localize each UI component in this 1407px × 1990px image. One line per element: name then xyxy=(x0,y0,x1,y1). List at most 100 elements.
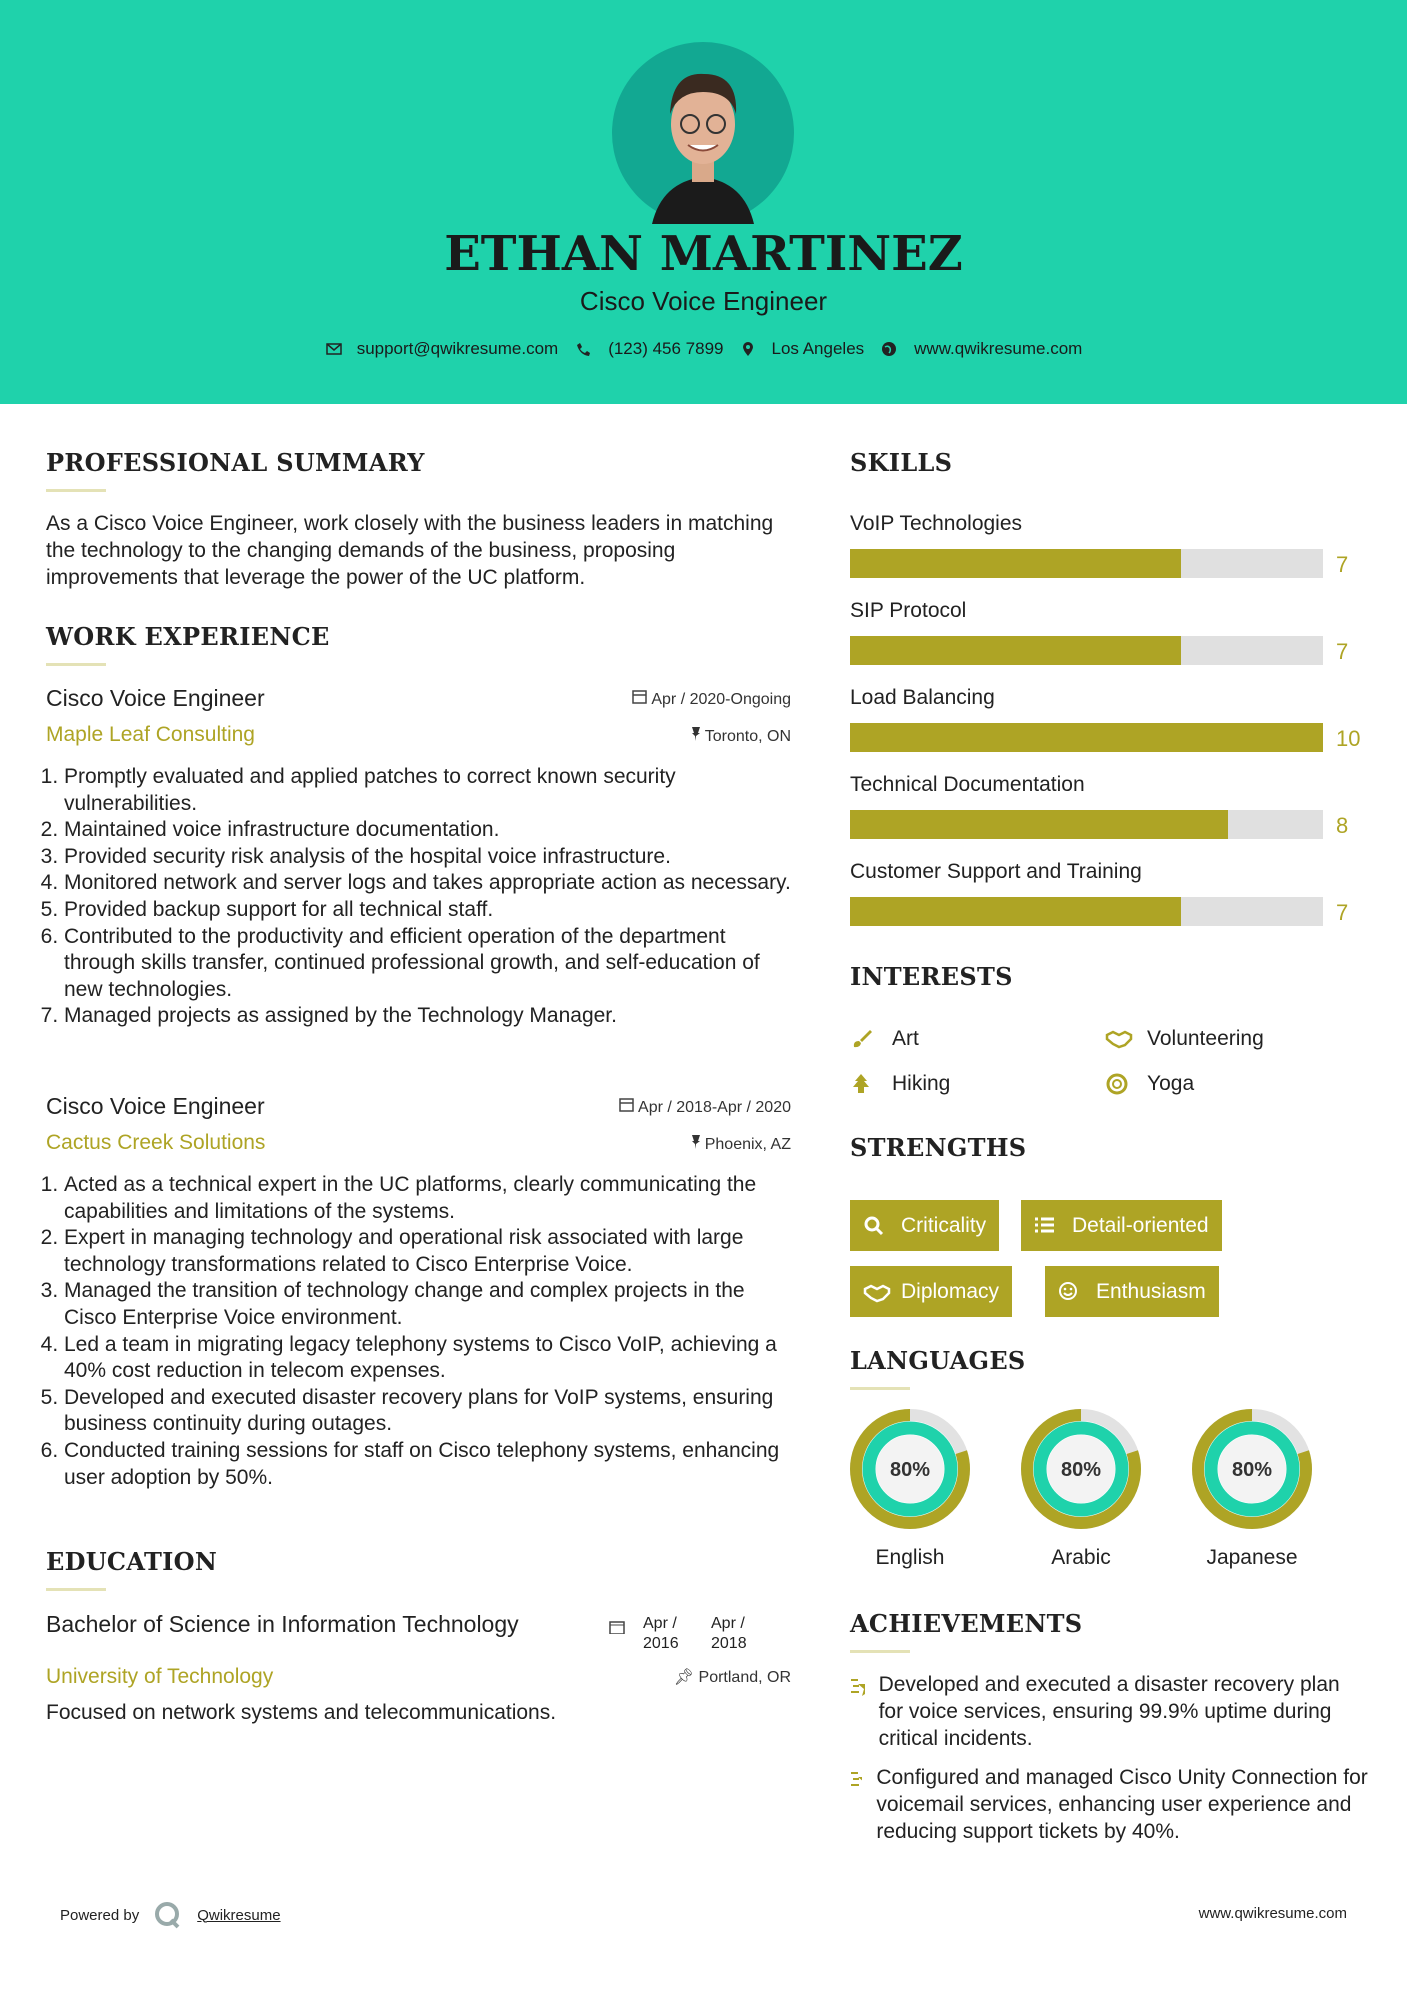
contact: support@qwikresume.com (123) 456 7899 Lo… xyxy=(0,338,1407,360)
icon-part xyxy=(1059,1281,1077,1300)
company: Maple Leaf Consulting xyxy=(46,723,255,746)
powered-by: Powered by xyxy=(60,1906,140,1924)
heading-underline xyxy=(850,1387,910,1390)
section-heading: ACHIEVEMENTS xyxy=(850,1609,1083,1638)
website: www.qwikresume.com xyxy=(914,339,1083,358)
company: Cactus Creek Solutions xyxy=(46,1131,266,1154)
icon-part xyxy=(691,1134,700,1149)
job-date: Apr / 2018-Apr / 2020 xyxy=(618,1096,791,1117)
achievement-icon xyxy=(851,1679,865,1696)
icon-part xyxy=(1063,1291,1073,1296)
duty-item: Monitored network and server logs and ta… xyxy=(64,870,791,897)
email: support@qwikresume.com xyxy=(356,339,559,358)
strength-tag: Diplomacy xyxy=(850,1266,1013,1317)
pin-icon xyxy=(691,726,700,741)
heading-underline xyxy=(46,1588,106,1591)
duty-list: Acted as a technical expert in the UC pl… xyxy=(46,1172,791,1491)
icon-part xyxy=(851,1679,859,1693)
strength-tag: Detail-oriented xyxy=(1021,1200,1222,1251)
skill-name: SIP Protocol xyxy=(850,599,967,622)
skill-name: Customer Support and Training xyxy=(850,860,1142,883)
icon-part xyxy=(577,343,591,356)
school: University of Technology xyxy=(46,1665,274,1688)
section-heading: EDUCATION xyxy=(46,1547,218,1576)
icon-part xyxy=(155,1902,180,1926)
strength-icon xyxy=(864,1216,884,1235)
date-text: Apr / 2018-Apr / 2020 xyxy=(638,1098,791,1116)
icon-part xyxy=(670,73,737,114)
location-text: Portland, OR xyxy=(698,1669,791,1686)
skill-name: Load Balancing xyxy=(850,686,995,709)
footer-left: Powered by Qwikresume xyxy=(60,1900,281,1930)
job: Cisco Voice Engineer Apr / 2018-Apr / 202… xyxy=(46,1091,791,1491)
skill-value: 7 xyxy=(1336,552,1349,577)
icon-part xyxy=(851,1772,859,1786)
strength-name: Detail-oriented xyxy=(1072,1213,1209,1237)
icon-part xyxy=(864,1216,880,1231)
icon-part xyxy=(1106,1073,1128,1095)
skill-value: 10 xyxy=(1336,726,1361,751)
job-row: Cisco Voice Engineer Apr / 2018-Apr / 202… xyxy=(46,1091,791,1121)
section-heading: WORK EXPERIENCE xyxy=(46,622,330,651)
calendar-icon xyxy=(632,689,648,704)
job-date: Apr / 2020-Ongoing xyxy=(631,688,791,709)
heading-underline xyxy=(46,489,106,492)
icon-part xyxy=(691,726,700,741)
heading-underline xyxy=(46,663,106,666)
icon-part xyxy=(1069,1287,1073,1290)
edu-text: Focused on network systems and telecommu… xyxy=(46,1701,557,1724)
icon-part xyxy=(745,345,750,349)
interest-icon xyxy=(1105,1030,1133,1049)
achievement: Configured and managed Cisco Unity Conne… xyxy=(850,1764,1370,1845)
photo xyxy=(612,42,794,224)
location-text: Toronto, ON xyxy=(704,727,791,745)
icon-part xyxy=(671,84,735,164)
icon-part xyxy=(874,1226,884,1235)
duty-item: Managed the transition of technology cha… xyxy=(64,1278,791,1331)
footer-website: www.qwikresume.com xyxy=(1198,1905,1347,1922)
icon-part xyxy=(632,689,648,704)
achievement: Developed and executed a disaster recove… xyxy=(850,1671,1370,1752)
icon-part xyxy=(1112,1079,1122,1089)
phone-icon xyxy=(577,343,591,356)
skill-name: VoIP Technologies xyxy=(850,512,1023,535)
icon-part xyxy=(169,1918,180,1929)
skill-bar xyxy=(850,549,1182,578)
skill-bar xyxy=(850,810,1229,839)
interest-icon xyxy=(853,1074,869,1093)
date-start: Apr / 2016 xyxy=(643,1615,679,1652)
date-end: Apr / 2018 xyxy=(711,1615,747,1652)
language-donut: 80% xyxy=(850,1409,970,1529)
web-icon xyxy=(882,342,897,356)
interest-name: Art xyxy=(892,1027,919,1050)
language-name: English xyxy=(875,1546,945,1569)
interest-name: Hiking xyxy=(892,1072,951,1095)
education: Bachelor of Science in Information Techn… xyxy=(46,1609,791,1726)
skill-value: 7 xyxy=(1336,639,1349,664)
phone: (123) 456 7899 xyxy=(608,339,724,358)
duty-item: Maintained voice infrastructure document… xyxy=(64,817,791,844)
interest-name: Yoga xyxy=(1147,1072,1195,1095)
strength-icon xyxy=(1059,1281,1077,1300)
donut-arc xyxy=(1192,1409,1312,1529)
duty-item: Developed and executed disaster recovery… xyxy=(64,1385,791,1438)
section-heading: LANGUAGES xyxy=(850,1346,1026,1375)
summary-text: As a Cisco Voice Engineer, work closely … xyxy=(46,512,774,589)
icon-part xyxy=(325,343,342,355)
achievement-text: Configured and managed Cisco Unity Conne… xyxy=(876,1766,1368,1843)
icon-part xyxy=(687,144,719,152)
donut-center xyxy=(1047,1435,1115,1503)
job-title: Cisco Voice Engineer xyxy=(46,1093,265,1119)
location-icon xyxy=(742,342,753,356)
duty-item: Contributed to the productivity and effi… xyxy=(64,924,791,1004)
icon-part xyxy=(619,1097,634,1112)
icon-part xyxy=(326,343,342,351)
calendar-icon xyxy=(619,1097,634,1112)
edu-location: 📌︎ Portland, OR xyxy=(673,1669,791,1686)
language-name: Japanese xyxy=(1206,1546,1298,1569)
strength-name: Enthusiasm xyxy=(1096,1279,1206,1303)
job-row: Cactus Creek Solutions Phoenix, AZ xyxy=(46,1128,791,1158)
skill-bar xyxy=(850,723,1323,752)
section-heading: INTERESTS xyxy=(850,962,1013,991)
